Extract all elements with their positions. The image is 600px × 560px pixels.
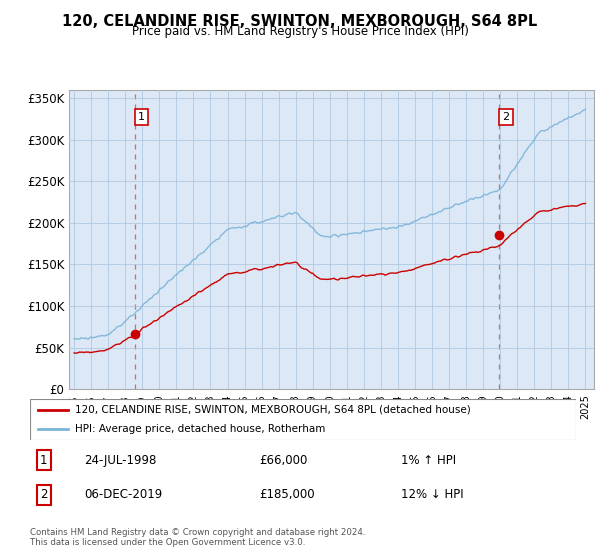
Text: 1% ↑ HPI: 1% ↑ HPI — [401, 454, 457, 466]
Text: 12% ↓ HPI: 12% ↓ HPI — [401, 488, 464, 501]
Text: £66,000: £66,000 — [259, 454, 308, 466]
Text: £185,000: £185,000 — [259, 488, 315, 501]
Text: 120, CELANDINE RISE, SWINTON, MEXBOROUGH, S64 8PL: 120, CELANDINE RISE, SWINTON, MEXBOROUGH… — [62, 14, 538, 29]
Text: Price paid vs. HM Land Registry's House Price Index (HPI): Price paid vs. HM Land Registry's House … — [131, 25, 469, 38]
Text: 06-DEC-2019: 06-DEC-2019 — [85, 488, 163, 501]
Text: 24-JUL-1998: 24-JUL-1998 — [85, 454, 157, 466]
Text: 2: 2 — [40, 488, 47, 501]
Text: 1: 1 — [138, 112, 145, 122]
Text: HPI: Average price, detached house, Rotherham: HPI: Average price, detached house, Roth… — [75, 424, 325, 435]
Text: 1: 1 — [40, 454, 47, 466]
Text: 2: 2 — [502, 112, 509, 122]
Text: Contains HM Land Registry data © Crown copyright and database right 2024.
This d: Contains HM Land Registry data © Crown c… — [30, 528, 365, 547]
Text: 120, CELANDINE RISE, SWINTON, MEXBOROUGH, S64 8PL (detached house): 120, CELANDINE RISE, SWINTON, MEXBOROUGH… — [75, 405, 470, 415]
